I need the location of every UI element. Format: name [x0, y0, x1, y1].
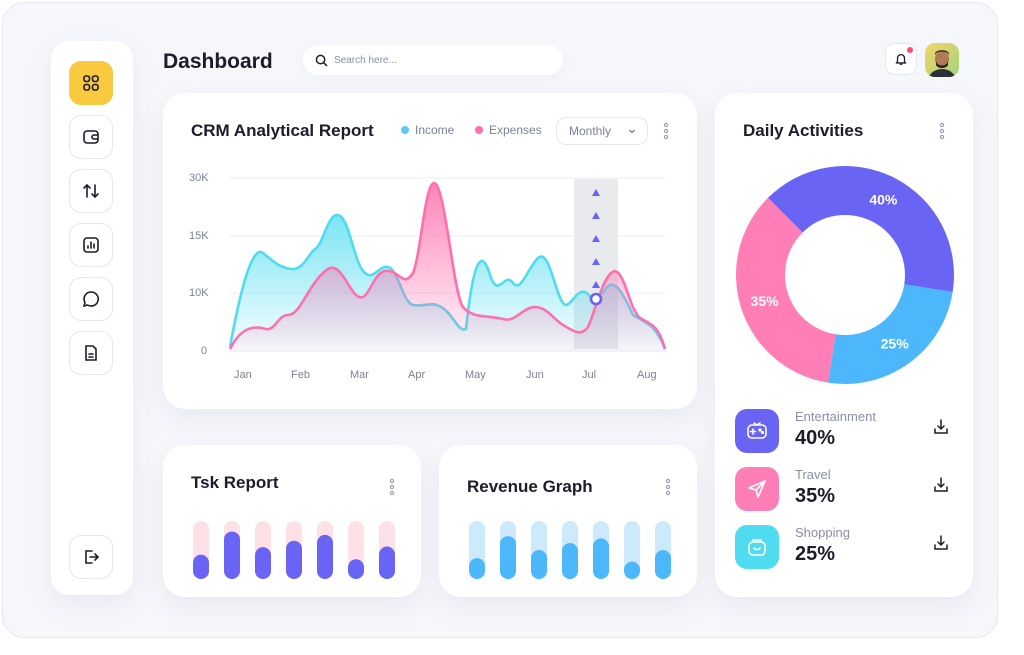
donut-slice[interactable]	[827, 284, 953, 384]
donut-slice[interactable]	[736, 197, 836, 383]
sidebar-item-dashboard[interactable]	[69, 61, 113, 105]
send-icon	[735, 467, 779, 511]
legend-expenses-label: Expenses	[489, 123, 542, 137]
crm-more-icon[interactable]	[661, 121, 671, 141]
daily-more-icon[interactable]	[937, 121, 947, 141]
donut-slice-label: 40%	[869, 192, 898, 208]
legend-income-label: Income	[415, 123, 455, 137]
task-report-title: Tsk Report	[191, 473, 279, 492]
transfer-icon	[83, 183, 99, 199]
revenue-bar[interactable]	[562, 543, 578, 579]
download-icon[interactable]	[931, 417, 951, 437]
legend-expenses-dot	[475, 126, 483, 134]
logout-icon	[85, 550, 100, 564]
activity-name: Travel	[795, 467, 831, 482]
legend-income: Income	[401, 123, 454, 137]
sidebar-item-wallet[interactable]	[69, 115, 113, 159]
task-bar[interactable]	[193, 554, 209, 579]
daily-title: Daily Activities	[743, 121, 864, 140]
period-select-value: Monthly	[569, 124, 612, 138]
task-bar-chart	[193, 521, 395, 579]
revenue-bar[interactable]	[593, 538, 609, 579]
search-icon	[315, 54, 328, 66]
expenses-area	[230, 183, 665, 351]
highlight-point[interactable]	[589, 292, 603, 306]
notification-dot	[907, 47, 913, 53]
activity-value: 35%	[795, 485, 836, 507]
crm-title: CRM Analytical Report	[191, 121, 374, 140]
x-tick-label: Jul	[582, 369, 597, 381]
y-tick-label: 30K	[189, 172, 209, 184]
y-tick-label: 15K	[189, 230, 209, 242]
revenue-bar[interactable]	[531, 550, 547, 579]
donut-chart: 40% 25% 35%	[736, 166, 954, 384]
x-tick-label: Aug	[637, 369, 657, 381]
wallet-icon	[83, 130, 99, 144]
sidebar-item-analytics[interactable]	[69, 223, 113, 267]
revenue-title: Revenue Graph	[467, 477, 593, 496]
sidebar-item-documents[interactable]	[69, 331, 113, 375]
daily-activities-card: Daily Activities 40% 25% 35% Entertainment…	[715, 93, 973, 597]
x-tick-label: May	[465, 369, 486, 381]
legend-expenses: Expenses	[475, 123, 542, 137]
revenue-bar-chart	[469, 521, 671, 579]
task-bar[interactable]	[317, 534, 333, 579]
period-select[interactable]: Monthly	[556, 117, 648, 145]
task-more-icon[interactable]	[387, 477, 397, 497]
app-frame: Dashboard CRM Analytical Report Income E…	[2, 2, 998, 638]
task-bar[interactable]	[348, 559, 364, 579]
sidebar	[51, 41, 133, 595]
page-title: Dashboard	[163, 50, 273, 73]
crm-report-card: CRM Analytical Report Income Expenses Mo…	[163, 93, 697, 409]
notifications-button[interactable]	[885, 43, 917, 75]
activity-name: Shopping	[795, 525, 850, 540]
revenue-bar[interactable]	[655, 550, 671, 579]
y-tick-label: 0	[201, 345, 208, 357]
task-report-card: Tsk Report	[163, 445, 421, 597]
revenue-bar[interactable]	[469, 558, 485, 579]
task-bar[interactable]	[286, 540, 302, 579]
activity-value: 40%	[795, 427, 836, 449]
document-icon	[85, 345, 97, 361]
x-tick-label: Mar	[350, 369, 369, 381]
search-bar[interactable]	[303, 45, 563, 75]
revenue-more-icon[interactable]	[663, 477, 673, 497]
bell-icon	[895, 53, 907, 65]
sidebar-item-messages[interactable]	[69, 277, 113, 321]
search-input[interactable]	[334, 54, 534, 66]
y-tick-label: 10K	[189, 287, 209, 299]
revenue-bar[interactable]	[500, 536, 516, 579]
chevron-down-icon	[629, 129, 635, 134]
activity-value: 25%	[795, 543, 836, 565]
chat-icon	[82, 291, 99, 308]
x-tick-label: Apr	[408, 369, 426, 381]
logout-button[interactable]	[69, 535, 113, 579]
donut-slice[interactable]	[767, 166, 954, 293]
avatar[interactable]	[925, 43, 959, 77]
task-bar[interactable]	[379, 546, 395, 579]
donut-slice-label: 35%	[751, 293, 780, 309]
legend-income-dot	[401, 126, 409, 134]
revenue-bar[interactable]	[624, 561, 640, 579]
x-tick-label: Jan	[234, 369, 252, 381]
x-tick-label: Jun	[526, 369, 544, 381]
activity-name: Entertainment	[795, 409, 876, 424]
activity-row-travel[interactable]: Travel 35%	[735, 467, 955, 513]
revenue-graph-card: Revenue Graph	[439, 445, 697, 597]
task-bar[interactable]	[255, 547, 271, 579]
highlight-markers	[592, 189, 600, 288]
download-icon[interactable]	[931, 475, 951, 495]
activity-row-entertainment[interactable]: Entertainment 40%	[735, 409, 955, 455]
task-bar[interactable]	[224, 531, 240, 579]
grid-icon	[83, 75, 99, 91]
activity-row-shopping[interactable]: Shopping 25%	[735, 525, 955, 571]
sidebar-item-transfer[interactable]	[69, 169, 113, 213]
donut-slice-label: 25%	[881, 335, 910, 351]
gamepad-icon	[735, 409, 779, 453]
x-tick-label: Feb	[291, 369, 310, 381]
download-icon[interactable]	[931, 533, 951, 553]
crm-area-chart	[228, 177, 667, 352]
shopping-bag-icon	[735, 525, 779, 569]
bar-chart-icon	[83, 237, 99, 253]
